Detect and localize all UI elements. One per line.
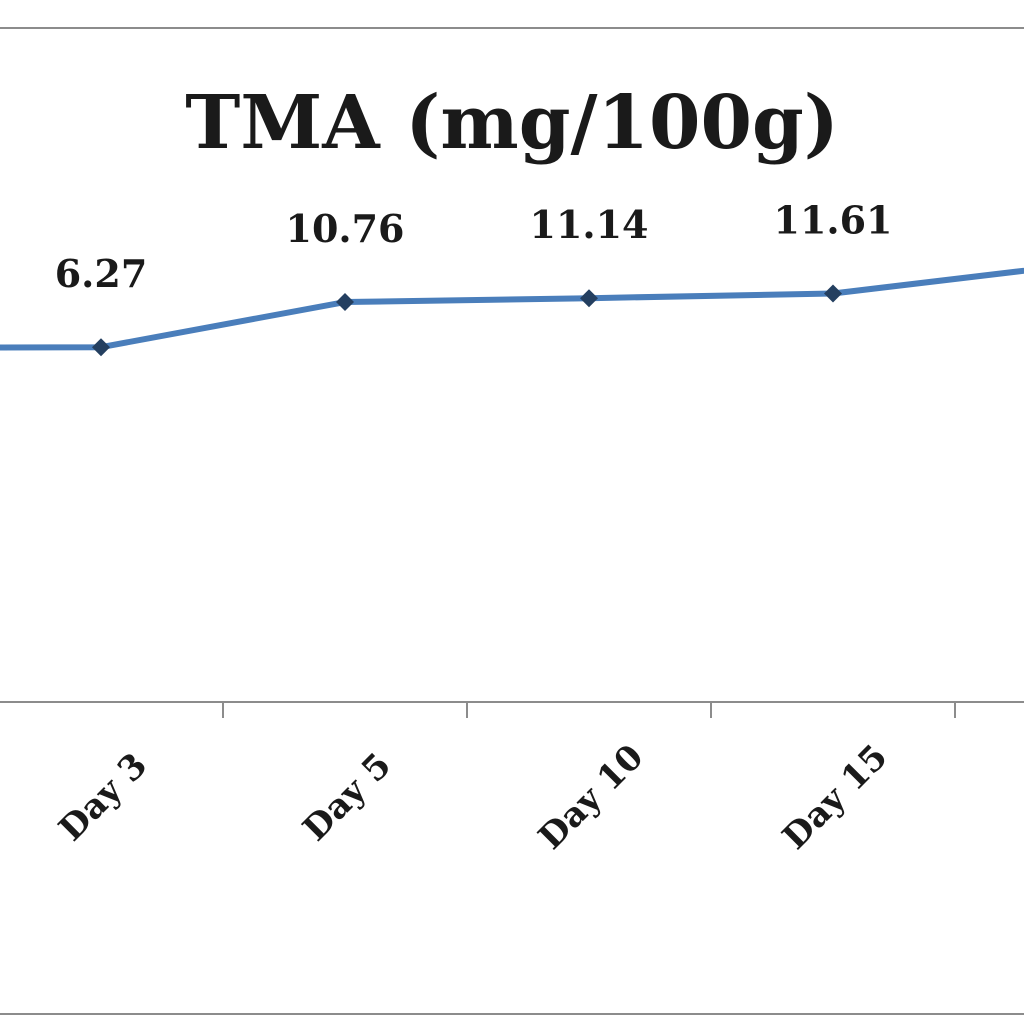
series-marker bbox=[336, 293, 354, 312]
data-label: 11.14 bbox=[530, 202, 649, 247]
data-label: 6.27 bbox=[55, 251, 148, 296]
x-tick-label: Day 10 bbox=[531, 737, 652, 858]
x-tick-label: Day 20 bbox=[1019, 737, 1024, 858]
data-label: 10.76 bbox=[286, 206, 405, 251]
x-tick-label: Day 5 bbox=[295, 745, 399, 849]
x-tick-label: Day 15 bbox=[775, 737, 896, 858]
chart-title: TMA (mg/100g) bbox=[185, 80, 838, 166]
series-layer bbox=[0, 267, 1024, 357]
series-marker bbox=[580, 289, 598, 308]
series-line bbox=[0, 267, 1024, 351]
series-marker bbox=[824, 284, 842, 303]
series-marker bbox=[92, 338, 110, 357]
x-axis-ticks bbox=[222, 702, 956, 718]
data-labels: 6.27 10.76 11.14 11.61 bbox=[55, 197, 893, 296]
x-tick-label: Day 3 bbox=[51, 745, 155, 849]
x-axis-tick-labels: Day 3 Day 5 Day 10 Day 15 Day 20 bbox=[51, 737, 1024, 858]
data-label: 11.61 bbox=[774, 197, 893, 242]
